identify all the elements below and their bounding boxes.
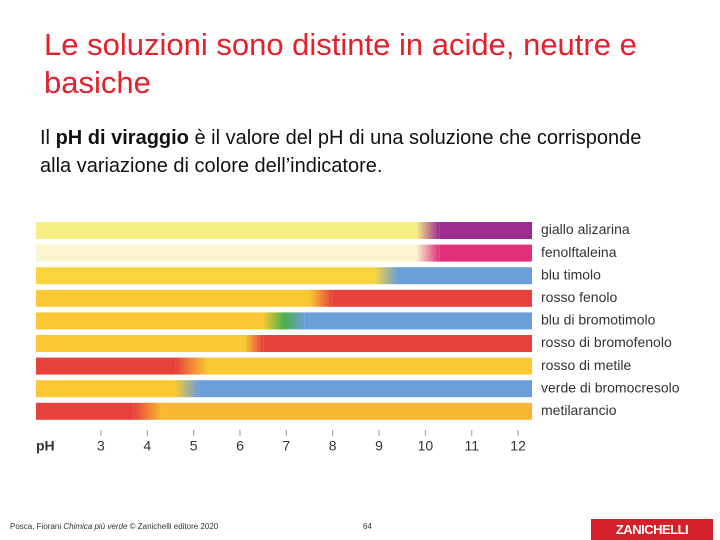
bar-transition: [175, 357, 208, 375]
x-tick-label: 11: [464, 438, 479, 454]
bar-start: [36, 402, 134, 420]
bar-transition: [416, 222, 440, 239]
bar-transition: [374, 267, 398, 285]
x-tick-label: 9: [375, 438, 383, 454]
legend-label: fenolftaleina: [541, 244, 617, 260]
x-tick-label: 8: [329, 438, 337, 454]
bar-start: [36, 335, 245, 352]
bar-start: [36, 380, 176, 398]
bar-end: [161, 402, 532, 420]
bar-start: [36, 267, 375, 285]
x-tick-label: 6: [236, 438, 244, 454]
x-tick-label: 7: [282, 438, 290, 454]
footer: Posca, Fiorani Chimica più verde © Zanic…: [10, 522, 218, 531]
bar-start: [36, 289, 310, 307]
bar-end: [439, 222, 532, 239]
x-tick-label: 3: [97, 438, 105, 454]
page-number: 64: [363, 522, 372, 531]
bar-transition: [263, 312, 305, 330]
bar-transition: [244, 335, 264, 352]
authors: Posca, Fiorani: [10, 522, 64, 531]
bar-end: [198, 380, 533, 398]
x-tick-label: 4: [143, 438, 151, 454]
legend-label: verde di bromocresolo: [541, 379, 680, 395]
bar-transition: [416, 244, 440, 262]
legend-label: blu timolo: [541, 266, 601, 282]
bar-transition: [175, 380, 199, 398]
x-tick-label: 10: [418, 438, 434, 454]
legend-label: blu di bromotimolo: [541, 312, 656, 328]
x-tick-label: 12: [510, 438, 526, 454]
text: è il valore del pH di una soluzione che …: [40, 127, 642, 177]
bar-end: [439, 244, 532, 262]
bar-start: [36, 312, 264, 330]
logo: ZANICHELLI: [591, 519, 713, 540]
legend-label: giallo alizarina: [541, 221, 630, 237]
bar-transition: [309, 289, 333, 307]
publisher: © Zanichelli editore 2020: [127, 522, 219, 531]
bar-end: [304, 312, 532, 330]
book: Chimica più verde: [63, 522, 128, 531]
legend-label: metilarancio: [541, 402, 617, 418]
bar-end: [332, 289, 532, 307]
legend-label: rosso fenolo: [541, 289, 617, 305]
legend-label: rosso di metile: [541, 357, 631, 373]
x-axis-label: pH: [36, 438, 55, 454]
bar-transition: [133, 402, 162, 420]
legend-label: rosso di bromofenolo: [541, 334, 672, 350]
bold-text: pH di viraggio: [55, 127, 189, 149]
bar-start: [36, 357, 176, 375]
text: Il: [40, 127, 56, 149]
slide-title: Le soluzioni sono distinte in acide, neu…: [44, 27, 637, 100]
bar-start: [36, 222, 417, 239]
bar-end: [397, 267, 532, 285]
bar-start: [36, 244, 417, 262]
body-text: Il pH di viraggio è il valore del pH di …: [40, 124, 660, 180]
x-tick-label: 5: [190, 438, 198, 454]
bar-end: [263, 335, 532, 352]
bar-end: [207, 357, 532, 375]
